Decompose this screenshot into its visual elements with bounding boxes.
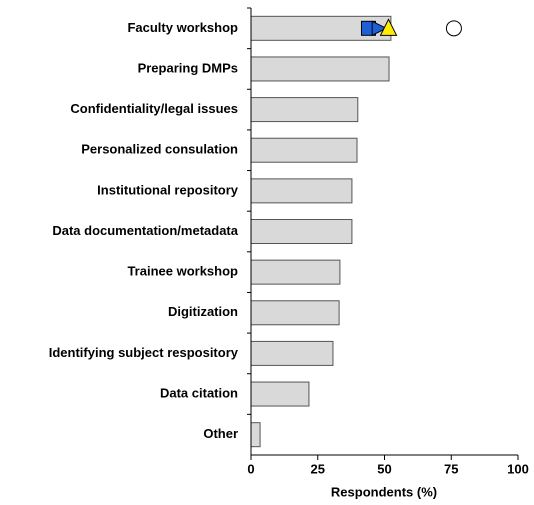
x-tick-label: 25 <box>311 461 325 476</box>
marker <box>379 18 398 36</box>
bar <box>250 178 353 204</box>
y-tick-label: Institutional repository <box>97 182 239 197</box>
x-tick-label: 50 <box>377 461 391 476</box>
y-tick-label: Data citation <box>160 385 238 400</box>
bar <box>250 56 390 82</box>
y-tick-label: Preparing DMPs <box>138 60 238 75</box>
bar <box>250 259 341 285</box>
x-axis-label: Respondents (%) <box>331 484 437 499</box>
y-tick-label: Digitization <box>168 304 238 319</box>
bar <box>250 219 353 244</box>
y-tick-label: Other <box>203 426 238 441</box>
y-tick-label: Identifying subject respository <box>49 345 239 360</box>
y-tick-label: Trainee workshop <box>127 264 238 279</box>
marker <box>445 20 462 37</box>
y-tick-label: Confidentiality/legal issues <box>70 101 238 116</box>
x-tick-label: 100 <box>507 461 529 476</box>
bar <box>250 381 310 407</box>
x-tick-label: 75 <box>444 461 458 476</box>
bar <box>250 97 359 123</box>
bar <box>250 340 334 366</box>
y-tick-label: Faculty workshop <box>127 20 238 35</box>
marker <box>371 20 388 37</box>
bar <box>250 137 358 163</box>
bar <box>250 300 340 326</box>
bar <box>250 422 261 448</box>
x-tick-label: 0 <box>247 461 254 476</box>
y-tick-label: Data documentation/metadata <box>52 223 238 238</box>
y-tick-label: Personalized consulation <box>81 142 238 157</box>
